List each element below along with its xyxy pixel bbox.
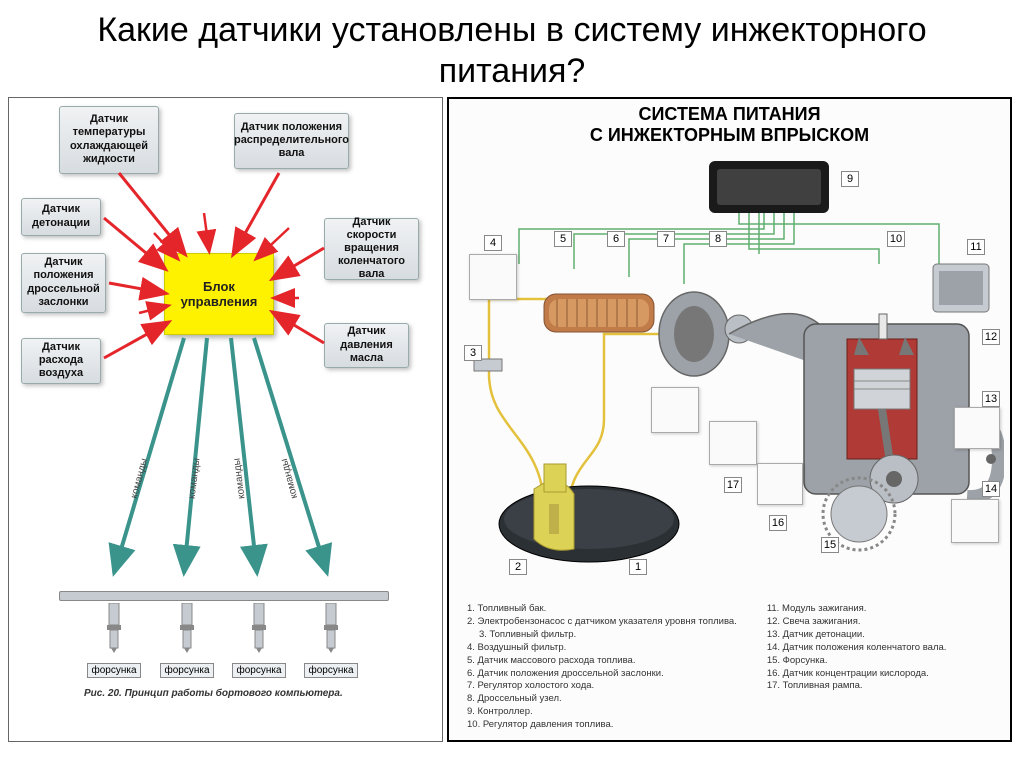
right-diagram: СИСТЕМА ПИТАНИЯ С ИНЖЕКТОРНЫМ ВПРЫСКОМ — [447, 97, 1012, 742]
legend-9: 10. Регулятор давления топлива. — [467, 719, 737, 732]
injector-1: форсунка — [84, 603, 144, 678]
callout-8: 8 — [709, 231, 727, 247]
injector-label-1: форсунка — [87, 663, 140, 678]
part-box-13 — [954, 407, 1000, 449]
callout-16: 16 — [769, 515, 787, 531]
figure-caption: Рис. 20. Принцип работы бортового компью… — [84, 688, 343, 699]
callout-4: 4 — [484, 235, 502, 251]
injector-3: форсунка — [229, 603, 289, 678]
engine-schematic: 1 2 3 4 5 6 7 8 9 10 11 12 13 14 15 16 1… — [459, 159, 1000, 569]
sensor-crank: Датчик скорости вращения коленчатого вал… — [324, 218, 419, 280]
fuel-rail — [59, 591, 389, 601]
injector-label-3: форсунка — [232, 663, 285, 678]
legend-2b: 3. Топливный фильтр. — [467, 629, 737, 642]
sensor-throttle: Датчик положения дроссельной заслонки — [21, 253, 106, 313]
legend-13: 13. Датчик детонации. — [767, 629, 947, 642]
callout-14: 14 — [982, 481, 1000, 497]
callout-1: 1 — [629, 559, 647, 575]
injector-label-4: форсунка — [304, 663, 357, 678]
legend-14: 14. Датчик положения коленчатого вала. — [767, 642, 947, 655]
callout-2: 2 — [509, 559, 527, 575]
cmd-label-4: команды — [279, 457, 300, 499]
cmd-label-1: команды — [129, 457, 150, 499]
callout-3: 3 — [464, 345, 482, 361]
part-box-17 — [709, 421, 757, 465]
page-title: Какие датчики установлены в систему инже… — [0, 0, 1024, 97]
part-box-7r — [651, 387, 699, 433]
sensor-camshaft: Датчик положения распределительного вала — [234, 113, 349, 169]
cmd-label-2: команды — [187, 457, 203, 499]
callout-13: 13 — [982, 391, 1000, 407]
right-title-line2: С ИНЖЕКТОРНЫМ ВПРЫСКОМ — [449, 125, 1010, 147]
legend-7: 8. Дроссельный узел. — [467, 693, 737, 706]
left-diagram: Датчик температуры охлаждающей жидкости … — [8, 97, 443, 742]
sensor-airflow: Датчик расхода воздуха — [21, 338, 101, 384]
right-title-line1: СИСТЕМА ПИТАНИЯ — [449, 104, 1010, 126]
injector-2: форсунка — [157, 603, 217, 678]
ecu-box: Блок управления — [164, 253, 274, 335]
legend-col-right: 11. Модуль зажигания. 12. Свеча зажигани… — [767, 603, 947, 731]
legend-15: 15. Форсунка. — [767, 655, 947, 668]
sensor-oil: Датчик давления масла — [324, 323, 409, 368]
sensor-temp: Датчик температуры охлаждающей жидкости — [59, 106, 159, 174]
legend-1: 1. Топливный бак. — [467, 603, 737, 616]
legend-3: 4. Воздушный фильтр. — [467, 642, 737, 655]
callout-6: 6 — [607, 231, 625, 247]
legend-12: 12. Свеча зажигания. — [767, 616, 947, 629]
callout-15: 15 — [821, 537, 839, 553]
cmd-label-3: команды — [232, 457, 248, 499]
legend-5: 6. Датчик положения дроссельной заслонки… — [467, 668, 737, 681]
legend-8: 9. Контроллер. — [467, 706, 737, 719]
right-title: СИСТЕМА ПИТАНИЯ С ИНЖЕКТОРНЫМ ВПРЫСКОМ — [449, 104, 1010, 147]
callout-5: 5 — [554, 231, 572, 247]
legend-11: 11. Модуль зажигания. — [767, 603, 947, 616]
callout-9: 9 — [841, 171, 859, 187]
legend-4: 5. Датчик массового расхода топлива. — [467, 655, 737, 668]
sensor-knock: Датчик детонации — [21, 198, 101, 236]
legend-2: 2. Электробензонасос с датчиком указател… — [467, 616, 737, 629]
injector-4: форсунка — [301, 603, 361, 678]
callout-17: 17 — [724, 477, 742, 493]
legend-17: 17. Топливная рампа. — [767, 680, 947, 693]
arrow-overlay — [9, 98, 444, 743]
callout-7: 7 — [657, 231, 675, 247]
injector-label-2: форсунка — [160, 663, 213, 678]
part-box-16 — [757, 463, 803, 505]
legend-col-left: 1. Топливный бак. 2. Электробензонасос с… — [467, 603, 737, 731]
legend-16: 16. Датчик концентрации кислорода. — [767, 668, 947, 681]
legend-6: 7. Регулятор холостого хода. — [467, 680, 737, 693]
callout-10: 10 — [887, 231, 905, 247]
content-wrap: Датчик температуры охлаждающей жидкости … — [0, 97, 1024, 742]
callout-11: 11 — [967, 239, 985, 255]
part-box-4 — [469, 254, 517, 300]
part-box-14 — [951, 499, 999, 543]
callout-12: 12 — [982, 329, 1000, 345]
legend: 1. Топливный бак. 2. Электробензонасос с… — [467, 603, 976, 731]
